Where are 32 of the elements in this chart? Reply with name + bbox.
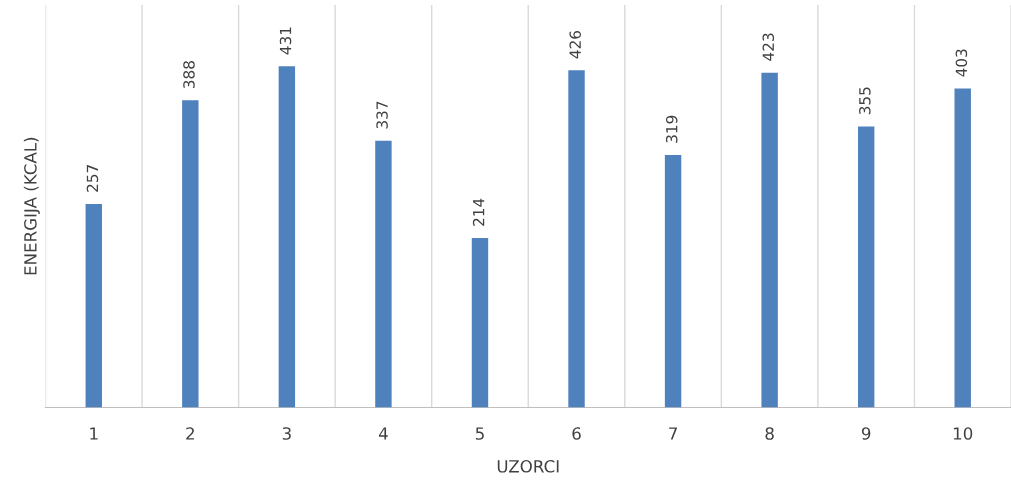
data-label: 388 xyxy=(183,61,195,89)
bar xyxy=(761,72,778,408)
data-label: 214 xyxy=(472,198,485,226)
x-tick-label: 10 xyxy=(953,427,973,440)
data-label: 337 xyxy=(376,101,388,129)
x-axis-title: UZORCI xyxy=(497,460,559,473)
x-tick-label: 9 xyxy=(861,427,871,440)
bar xyxy=(664,154,682,408)
x-tick-label: 8 xyxy=(765,427,774,440)
data-label: 403 xyxy=(955,49,968,77)
x-tick-label: 7 xyxy=(669,427,677,440)
bar xyxy=(375,140,392,408)
bar xyxy=(857,126,875,408)
bar xyxy=(278,66,296,408)
data-label: 431 xyxy=(279,27,292,55)
x-tick-label: 3 xyxy=(282,427,291,440)
bar xyxy=(568,70,585,408)
x-tick-label: 6 xyxy=(572,427,581,440)
data-label: 319 xyxy=(665,115,678,143)
bar xyxy=(85,204,102,408)
bar xyxy=(471,238,489,408)
data-label: 423 xyxy=(762,33,775,61)
data-label: 257 xyxy=(86,165,99,192)
x-tick-label: 4 xyxy=(378,427,388,440)
bar xyxy=(954,88,971,408)
x-tick-label: 5 xyxy=(475,427,484,440)
x-tick-label: 2 xyxy=(186,427,194,440)
data-label: 355 xyxy=(859,87,871,115)
y-axis-title: ENERGIJA (KCAL) xyxy=(23,137,40,275)
data-label: 426 xyxy=(569,30,581,59)
x-tick-label: 1 xyxy=(90,427,98,440)
bar xyxy=(182,100,199,408)
